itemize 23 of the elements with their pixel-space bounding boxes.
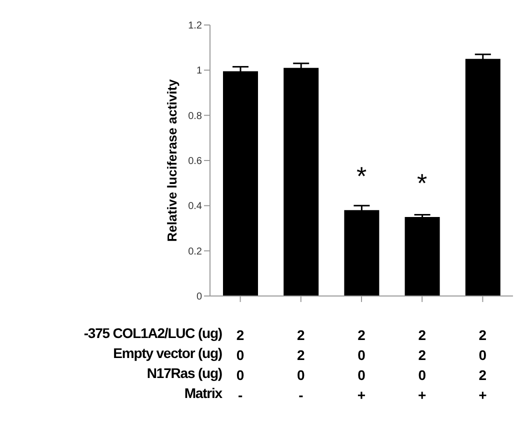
y-tick-label: 0.2 bbox=[188, 246, 202, 258]
bar bbox=[284, 68, 319, 296]
y-tick-label: 0 bbox=[196, 292, 202, 303]
bar bbox=[404, 216, 440, 296]
x-tick-label: 2 2 0 + bbox=[418, 327, 426, 403]
text: -375 COL1A2/LUC (ug) bbox=[82, 325, 222, 341]
bar bbox=[223, 71, 258, 296]
y-tick-label: 0.4 bbox=[188, 201, 202, 212]
x-tick-label: 2 0 2 + bbox=[478, 327, 487, 403]
y-tick-label: 1.2 bbox=[188, 20, 202, 32]
x-tick-label: 2 2 0 - bbox=[297, 327, 305, 403]
annotation: * bbox=[417, 168, 428, 198]
text: N17Ras (ug) bbox=[146, 365, 222, 381]
annotation: * bbox=[356, 161, 367, 192]
y-axis-title: Relative luciferase activity bbox=[164, 78, 180, 242]
text: Matrix bbox=[183, 385, 222, 401]
y-tick-label: 1 bbox=[196, 66, 202, 77]
y-tick-label: 0.6 bbox=[188, 156, 202, 168]
x-tick-label: 2 0 0 + bbox=[357, 327, 366, 403]
text: Empty vector (ug) bbox=[112, 345, 222, 361]
y-tick-label: 0.8 bbox=[188, 110, 202, 122]
bar bbox=[465, 58, 500, 296]
x-tick-label: 2 0 0 - bbox=[236, 327, 244, 403]
